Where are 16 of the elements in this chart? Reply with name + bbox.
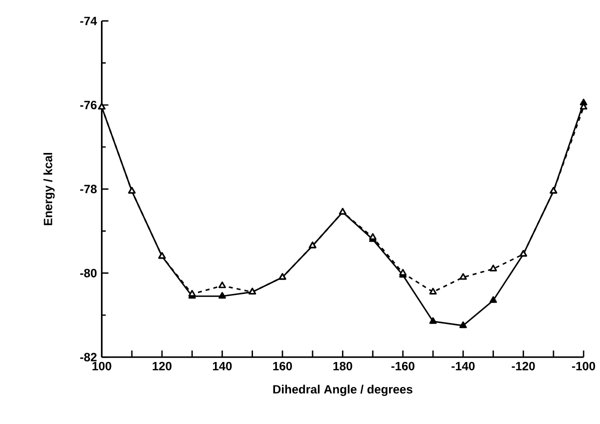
x-tick-label: -100 xyxy=(572,362,596,370)
y-tick-label: -80 xyxy=(80,268,97,278)
y-tick-label: -74 xyxy=(80,16,97,26)
x-tick-label: 120 xyxy=(152,362,172,370)
x-axis-title: Dihedral Angle / degrees xyxy=(273,384,412,396)
y-tick-label: -78 xyxy=(80,184,97,194)
x-tick-label: 100 xyxy=(92,362,112,370)
x-tick-label: 140 xyxy=(212,362,232,370)
x-tick-label: -120 xyxy=(512,362,535,370)
x-tick-label: -160 xyxy=(391,362,414,370)
y-tick-label: -82 xyxy=(80,352,97,362)
x-tick-label: 180 xyxy=(333,362,352,370)
y-tick-label: -76 xyxy=(80,100,97,110)
x-tick-label: 160 xyxy=(273,362,292,370)
x-tick-label: -140 xyxy=(452,362,475,370)
y-axis-title: Energy / kcal xyxy=(43,152,55,226)
